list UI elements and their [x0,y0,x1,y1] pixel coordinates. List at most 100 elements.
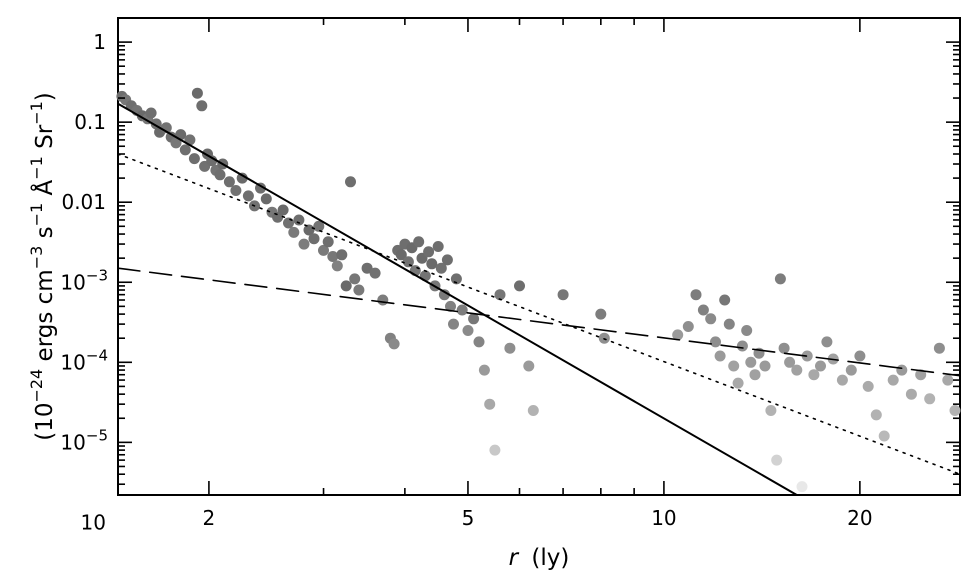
data-point [745,356,757,368]
y-axis-label: (10−24 ergs cm−3 s−1 Å−1 Sr−1) [27,92,58,441]
data-point [796,481,808,493]
data-point [905,388,917,400]
data-point [298,238,310,250]
data-point [527,405,539,416]
data-point [719,294,731,306]
data-point [402,256,414,268]
data-point [188,153,200,165]
data-point [710,336,721,348]
x-tick-label: 10 [651,506,676,530]
data-point [778,342,790,354]
data-point [697,304,709,316]
data-point [426,258,438,270]
data-point [595,308,607,320]
model-line-dotted [117,153,961,476]
data-point [423,246,435,258]
data-point [933,342,945,354]
model-lines [117,102,961,496]
data-point [361,262,373,274]
data-point [741,325,753,336]
data-point [468,313,480,325]
data-point [318,244,329,256]
data-point [514,280,525,292]
data-point [283,217,294,229]
data-point [887,374,899,386]
data-point [293,214,305,226]
data-point [191,87,203,99]
data-point [749,369,761,381]
data-point [845,364,857,376]
data-point [870,409,882,421]
data-point [771,454,783,466]
x-tick-label: 20 [847,506,872,530]
data-point [456,304,468,316]
data-point [395,249,407,261]
y-axis-label-text: (10−24 ergs cm−3 s−1 Å−1 Sr−1) [27,92,58,441]
data-point [523,360,535,372]
data-point [557,289,569,301]
data-point [765,405,777,416]
x-axis-label-unit: (ly) [531,545,569,571]
data-point [308,233,320,245]
data-point [924,393,936,405]
data-point [223,176,235,188]
plot-frame [117,17,961,496]
data-point [214,169,226,181]
data-point [484,398,496,410]
data-point [915,369,927,381]
data-point [450,273,462,285]
data-point [949,405,961,416]
data-point [504,342,516,354]
data-point [206,155,218,167]
data-point [854,350,866,362]
model-line-dashed [117,267,961,377]
x-tick-label: 2 [203,506,216,530]
data-point [791,364,803,376]
data-point [349,273,361,285]
model-line-solid [117,102,798,496]
data-point [728,360,740,372]
data-point [942,374,954,386]
y-tick-label: 0.1 [74,110,106,134]
data-point [821,336,833,348]
data-point [836,374,848,386]
data-point [736,340,748,352]
data-point [388,338,400,350]
data-point [145,107,157,119]
data-point [784,356,796,368]
data-point [862,380,874,392]
data-point [808,369,820,381]
data-point [277,204,289,216]
data-point [478,364,490,376]
y-tick-label: 0.01 [61,190,106,214]
data-point [369,267,381,279]
data-point [438,289,450,301]
data-point [170,137,182,149]
y-tick-label: 10 [81,510,106,534]
data-points [116,87,961,493]
data-point [682,321,694,332]
data-point [242,190,254,202]
data-point [236,172,248,184]
data-point [196,100,208,112]
data-point [759,360,771,372]
data-point [714,350,726,362]
data-point [473,336,485,348]
data-point [441,254,453,266]
data-point [260,193,272,205]
data-point [322,236,334,248]
data-point [878,430,890,442]
data-point [690,289,702,301]
data-point [345,176,356,188]
data-point [672,329,684,341]
data-point [413,236,425,248]
y-tick-label: 10−5 [60,426,108,454]
data-point [774,273,786,285]
data-point [327,251,339,262]
data-point [705,313,717,325]
x-axis-label-variable: r [509,545,520,571]
data-point [723,318,735,330]
data-point [435,262,447,274]
x-axis: 2 5 10 20 [203,18,873,530]
data-point [377,294,389,306]
